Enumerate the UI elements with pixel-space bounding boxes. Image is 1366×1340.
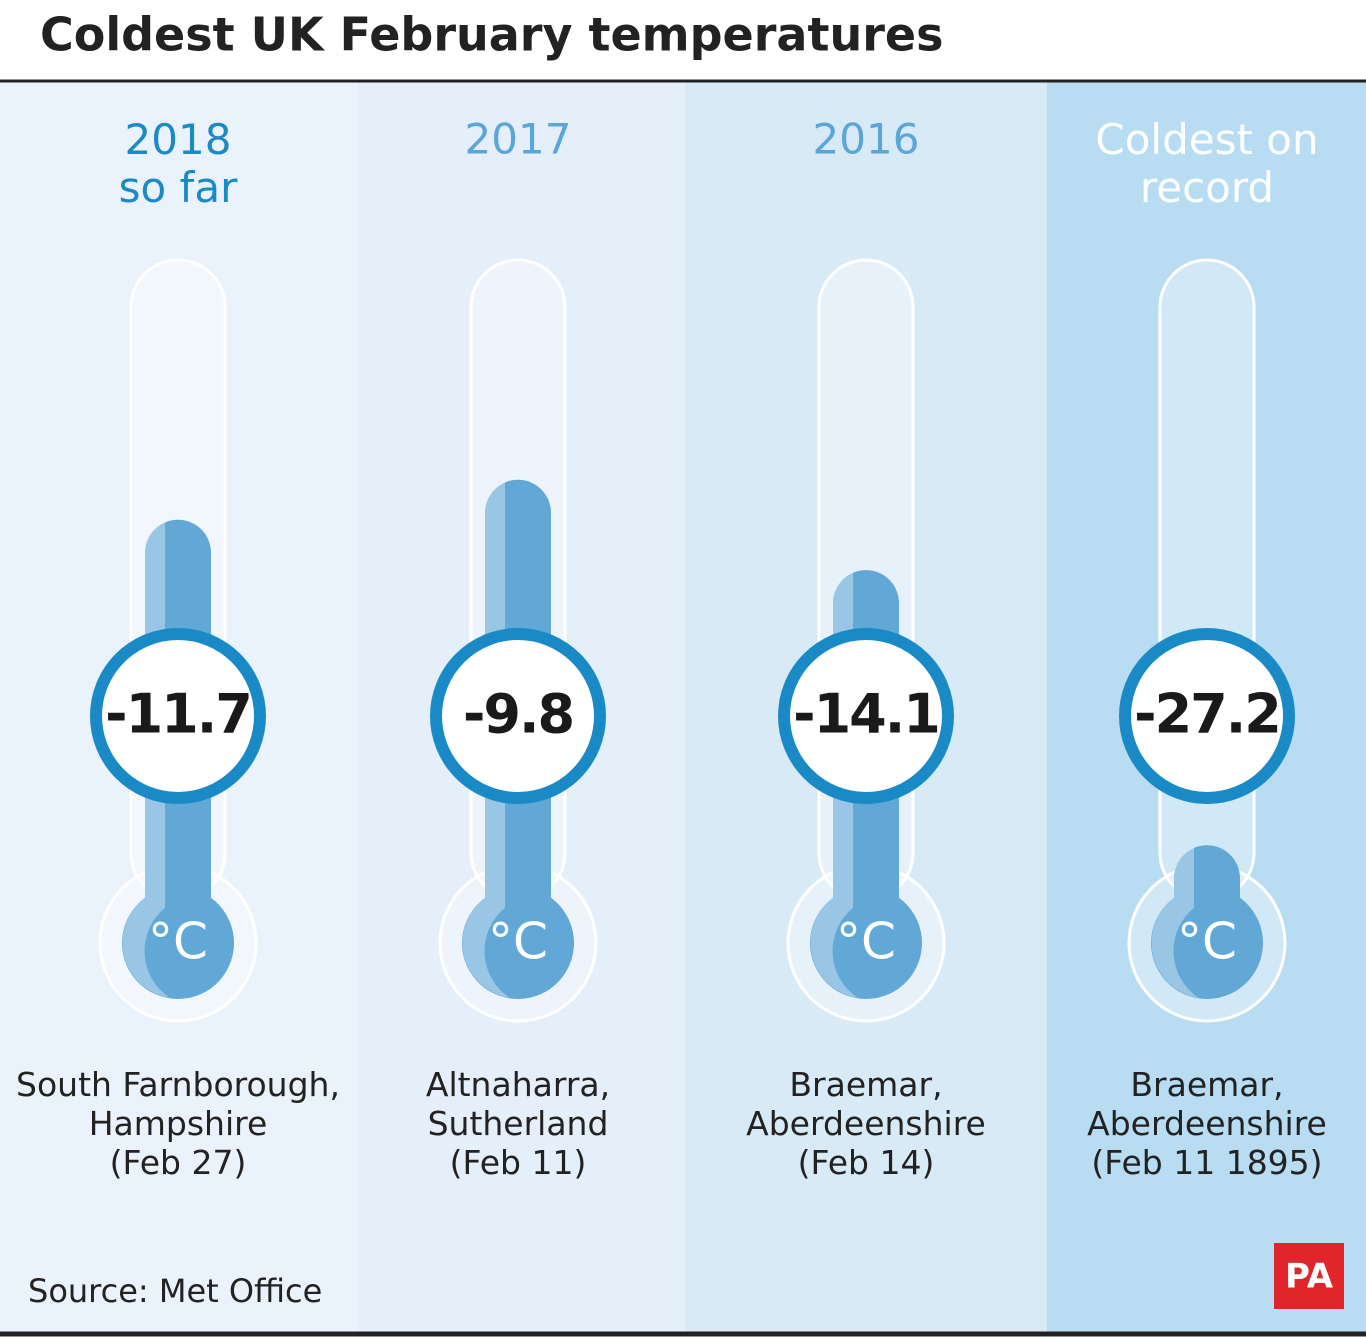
value-ring bbox=[430, 628, 606, 804]
location-label: South Farnborough, Hampshire (Feb 27) bbox=[16, 1065, 340, 1182]
column-heading: 2018 so far bbox=[119, 115, 238, 212]
chart-title: Coldest UK February temperatures bbox=[40, 8, 943, 62]
value-label: -14.1 bbox=[793, 683, 939, 746]
location-label: Altnaharra, Sutherland (Feb 11) bbox=[426, 1065, 610, 1182]
location-label: Braemar, Aberdeenshire (Feb 11 1895) bbox=[1087, 1065, 1327, 1182]
value-label: -9.8 bbox=[463, 683, 573, 746]
source-note: Source: Met Office bbox=[28, 1272, 322, 1310]
value-label: -27.2 bbox=[1134, 683, 1280, 746]
logo-box bbox=[1274, 1243, 1344, 1309]
unit-label: °C bbox=[836, 913, 896, 971]
unit-label: °C bbox=[488, 913, 548, 971]
location-label: Braemar, Aberdeenshire (Feb 14) bbox=[746, 1065, 986, 1182]
value-ring bbox=[90, 628, 266, 804]
value-ring bbox=[778, 628, 954, 804]
value-ring bbox=[1119, 628, 1295, 804]
unit-label: °C bbox=[1177, 913, 1237, 971]
mercury-shade bbox=[1151, 847, 1199, 998]
column-heading: Coldest on record bbox=[1095, 115, 1318, 212]
column-heading: 2016 bbox=[813, 115, 920, 164]
value-label: -11.7 bbox=[105, 683, 251, 746]
logo-text: PA bbox=[1285, 1257, 1334, 1297]
mercury bbox=[1151, 845, 1264, 1000]
column-heading: 2017 bbox=[465, 115, 572, 164]
unit-label: °C bbox=[148, 913, 208, 971]
